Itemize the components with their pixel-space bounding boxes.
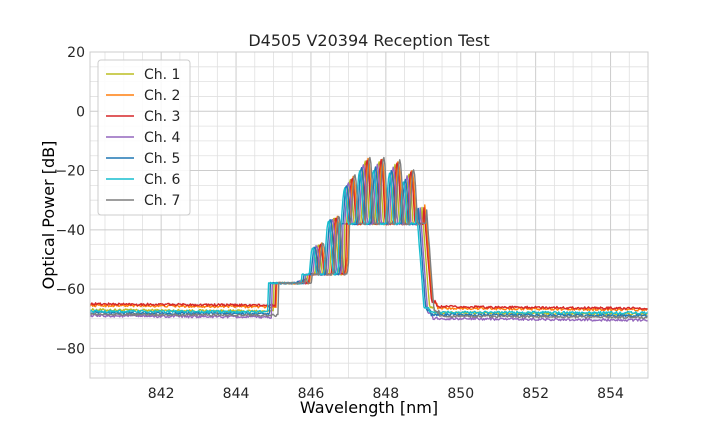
x-tick-label: 850 (447, 386, 474, 402)
series-line-5 (89, 166, 649, 318)
x-tick-labels: 842 844 846 848 850 852 854 (148, 386, 624, 402)
legend-label: Ch. 3 (144, 109, 180, 125)
series-line-6 (89, 170, 649, 315)
x-tick-label: 852 (522, 386, 549, 402)
x-tick-label: 842 (148, 386, 175, 402)
x-axis-label: Wavelength [nm] (300, 398, 438, 417)
legend-box (97, 59, 191, 216)
legend: Ch. 1 Ch. 2 Ch. 3 Ch. 4 Ch. 5 Ch. 6 Ch. 7 (97, 59, 191, 216)
y-axis-label: Optical Power [dB] (39, 141, 58, 290)
y-tick-label: 20 (67, 45, 85, 61)
grid (90, 51, 649, 379)
legend-label: Ch. 6 (144, 172, 181, 188)
x-tick-label: 848 (372, 386, 399, 402)
plot-frame (89, 51, 649, 379)
y-tick-label: −60 (55, 282, 85, 298)
legend-label: Ch. 5 (144, 151, 180, 167)
chart-title: D4505 V20394 Reception Test (248, 31, 489, 50)
series-line-7 (89, 156, 649, 319)
x-tick-label: 844 (223, 386, 250, 402)
y-tick-labels: 20 0 −20 −40 −60 −80 (55, 45, 85, 357)
legend-label: Ch. 7 (144, 193, 180, 209)
legend-label: Ch. 1 (144, 67, 180, 83)
y-tick-label: 0 (76, 104, 85, 120)
series-lines (89, 156, 649, 322)
y-tick-label: −40 (55, 223, 85, 239)
legend-label: Ch. 4 (144, 130, 181, 146)
series-line-3 (89, 159, 649, 311)
x-tick-label: 854 (597, 386, 624, 402)
x-tick-label: 846 (298, 386, 325, 402)
legend-label: Ch. 2 (144, 88, 180, 104)
y-tick-label: −80 (55, 341, 85, 357)
y-tick-label: −20 (55, 164, 85, 180)
